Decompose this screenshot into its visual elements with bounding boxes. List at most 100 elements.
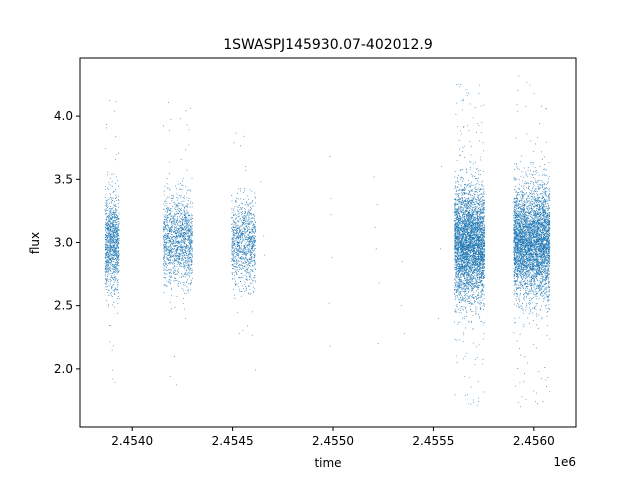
- data-point: [247, 248, 249, 250]
- data-point: [234, 238, 236, 240]
- data-point: [231, 217, 233, 219]
- data-point: [108, 241, 109, 243]
- data-point: [470, 228, 471, 230]
- data-point: [253, 255, 255, 256]
- data-point: [173, 236, 174, 238]
- data-point: [251, 334, 253, 336]
- data-point: [178, 194, 180, 196]
- data-point: [458, 339, 460, 341]
- data-point: [112, 304, 114, 306]
- data-point: [115, 222, 117, 223]
- data-point: [177, 269, 179, 271]
- data-point: [186, 289, 188, 291]
- data-point: [172, 231, 174, 233]
- data-point: [187, 273, 189, 275]
- data-point: [105, 237, 107, 239]
- data-point: [233, 265, 235, 267]
- data-point: [168, 227, 170, 229]
- data-point: [254, 288, 255, 290]
- data-point: [191, 277, 193, 279]
- data-point: [184, 240, 186, 242]
- data-point: [118, 213, 120, 215]
- data-point: [185, 226, 187, 228]
- data-point: [186, 224, 188, 226]
- data-point: [180, 213, 182, 214]
- data-point: [165, 217, 167, 219]
- data-point: [178, 285, 180, 287]
- data-point: [479, 202, 481, 204]
- data-point: [243, 198, 245, 200]
- data-point: [239, 268, 240, 270]
- data-point: [248, 214, 250, 216]
- data-point: [116, 214, 118, 216]
- data-point: [456, 266, 458, 268]
- data-point: [168, 251, 170, 253]
- data-point: [108, 246, 110, 248]
- data-point: [179, 246, 181, 248]
- data-point: [242, 222, 244, 224]
- data-point: [479, 203, 481, 205]
- data-point: [106, 279, 108, 281]
- data-point: [189, 244, 191, 246]
- data-point: [114, 205, 116, 207]
- data-point: [163, 260, 165, 262]
- data-point: [246, 202, 248, 204]
- data-point: [105, 127, 107, 129]
- data-point: [179, 265, 181, 267]
- data-point: [480, 303, 482, 304]
- data-point: [247, 240, 249, 242]
- data-point: [170, 197, 172, 199]
- data-point: [111, 253, 113, 255]
- data-point: [178, 240, 180, 242]
- data-point: [238, 257, 240, 259]
- data-point: [105, 194, 107, 196]
- data-point: [468, 274, 470, 276]
- data-point: [475, 359, 476, 361]
- data-point: [191, 240, 193, 242]
- data-point: [109, 242, 111, 244]
- data-point: [175, 245, 177, 247]
- data-point: [191, 255, 193, 257]
- data-point: [114, 200, 116, 202]
- data-point: [244, 263, 246, 265]
- data-point: [465, 89, 467, 91]
- data-point: [246, 259, 248, 261]
- data-point: [249, 273, 251, 275]
- data-point: [235, 271, 237, 273]
- data-point: [253, 251, 255, 253]
- data-point: [455, 277, 457, 278]
- data-point: [244, 282, 246, 284]
- data-point: [192, 218, 193, 220]
- data-point: [182, 185, 184, 186]
- data-point: [243, 248, 245, 249]
- data-point: [232, 235, 234, 237]
- data-point: [186, 238, 188, 240]
- data-point: [246, 214, 248, 216]
- data-point: [244, 251, 246, 253]
- data-point: [250, 223, 252, 225]
- data-point: [176, 193, 178, 195]
- data-point: [249, 236, 251, 238]
- data-point: [237, 225, 238, 227]
- data-point: [482, 338, 484, 340]
- data-point: [252, 221, 254, 223]
- data-point: [112, 235, 114, 237]
- data-point: [245, 241, 247, 243]
- data-point: [184, 248, 186, 250]
- data-point: [252, 200, 254, 201]
- data-point: [106, 282, 108, 284]
- data-point: [235, 242, 237, 243]
- data-point: [116, 242, 118, 243]
- data-point: [254, 256, 256, 258]
- data-point: [246, 275, 248, 277]
- data-point: [112, 232, 114, 233]
- data-point: [187, 229, 189, 231]
- data-point: [179, 249, 181, 251]
- data-point: [184, 195, 185, 197]
- data-point: [187, 258, 189, 260]
- data-point: [252, 213, 254, 215]
- data-point: [181, 276, 183, 278]
- data-point: [468, 130, 470, 132]
- data-point: [105, 201, 107, 203]
- data-point: [112, 254, 114, 256]
